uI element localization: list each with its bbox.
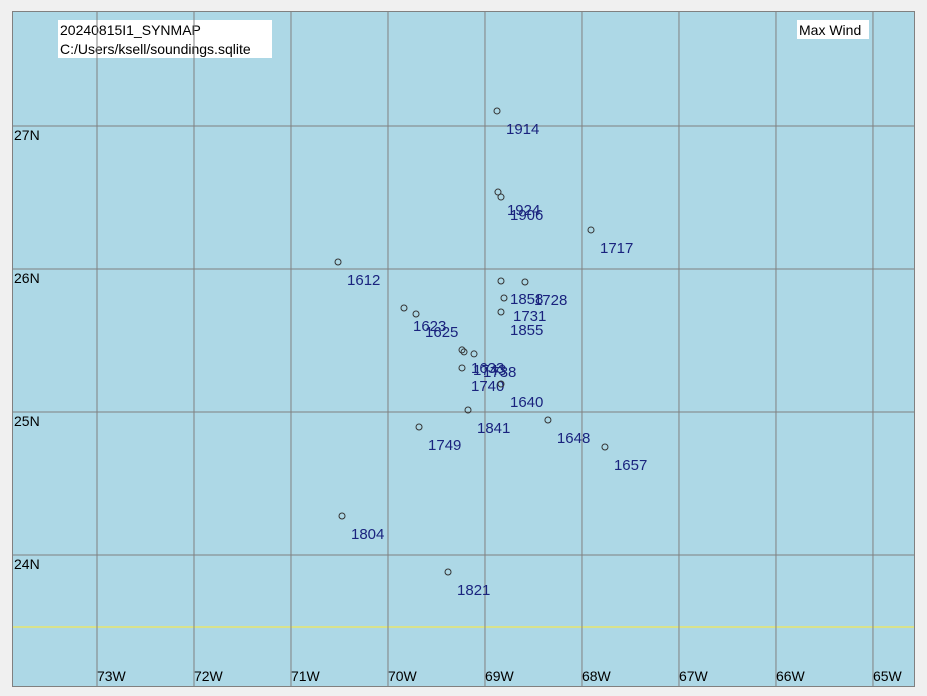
point <box>544 416 552 424</box>
point <box>400 304 408 312</box>
point-label: 1728 <box>534 292 567 309</box>
point <box>493 107 501 115</box>
y-tick-label: 24N <box>14 556 40 572</box>
point <box>458 364 466 372</box>
y-tick-label: 25N <box>14 413 40 429</box>
point-label: 1804 <box>351 526 384 543</box>
x-tick-label: 67W <box>679 668 709 684</box>
point-label: 1924 <box>507 202 540 219</box>
point <box>415 423 423 431</box>
y-tick-label: 27N <box>14 127 40 143</box>
point-label: 1633 <box>471 360 504 377</box>
point-label: 1738 <box>483 364 516 381</box>
x-tick-label: 65W <box>873 668 903 684</box>
x-tick-label: 71W <box>291 668 321 684</box>
point-label: 1841 <box>477 420 510 437</box>
x-tick-label: 72W <box>194 668 224 684</box>
point-label: 1640 <box>510 394 543 411</box>
point-label: 1740 <box>471 378 504 395</box>
title-box <box>58 20 272 58</box>
point <box>458 346 466 354</box>
point <box>412 310 420 318</box>
point-label: 1648 <box>557 430 590 447</box>
point-label: 1743 <box>473 362 506 379</box>
point-label: 1717 <box>600 240 633 257</box>
point-label: 1749 <box>428 437 461 454</box>
y-tick-label: 26N <box>14 270 40 286</box>
point <box>460 348 468 356</box>
x-tick-label: 73W <box>97 668 127 684</box>
point <box>464 406 472 414</box>
point-label: 1623 <box>413 318 446 335</box>
point-label: 1858 <box>510 291 543 308</box>
point <box>521 278 529 286</box>
point <box>497 193 505 201</box>
point-label: 1914 <box>506 121 539 138</box>
point <box>500 294 508 302</box>
x-tick-label: 68W <box>582 668 612 684</box>
point <box>497 277 505 285</box>
point <box>601 443 609 451</box>
point <box>444 568 452 576</box>
point <box>497 380 505 388</box>
point <box>334 258 342 266</box>
map-annotation: Max Wind <box>799 22 861 38</box>
point <box>338 512 346 520</box>
point-label: 1625 <box>425 324 458 341</box>
legend-box <box>797 20 869 39</box>
point-label: 1612 <box>347 272 380 289</box>
point-label: 1821 <box>457 582 490 599</box>
point <box>494 188 502 196</box>
map-subtitle: C:/Users/ksell/soundings.sqlite <box>60 41 251 57</box>
point-label: 1855 <box>510 322 543 339</box>
point <box>470 350 478 358</box>
point-label: 1906 <box>510 207 543 224</box>
x-tick-label: 66W <box>776 668 806 684</box>
map-title: 20240815I1_SYNMAP <box>60 22 201 38</box>
point-label: 1657 <box>614 457 647 474</box>
point <box>587 226 595 234</box>
point-label: 1731 <box>513 308 546 325</box>
x-tick-label: 70W <box>388 668 418 684</box>
point <box>497 308 505 316</box>
x-tick-label: 69W <box>485 668 515 684</box>
